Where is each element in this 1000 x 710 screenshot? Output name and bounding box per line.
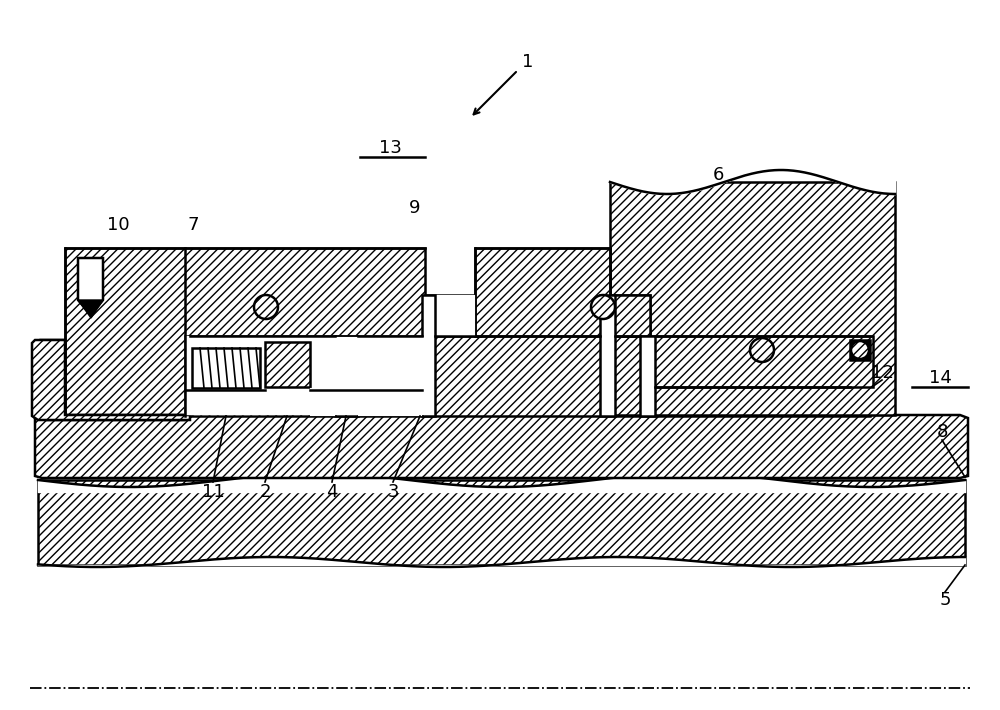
Text: 2: 2 xyxy=(259,483,271,501)
Text: 4: 4 xyxy=(326,483,338,501)
Circle shape xyxy=(254,295,278,319)
Text: 14: 14 xyxy=(929,369,951,387)
Text: 3: 3 xyxy=(387,483,399,501)
Text: 5: 5 xyxy=(939,591,951,609)
Circle shape xyxy=(591,295,615,319)
Text: 10: 10 xyxy=(107,216,129,234)
Polygon shape xyxy=(265,342,310,387)
Text: 7: 7 xyxy=(187,216,199,234)
Polygon shape xyxy=(65,248,480,415)
Polygon shape xyxy=(32,340,190,420)
Text: 1: 1 xyxy=(522,53,534,71)
Polygon shape xyxy=(185,390,265,415)
Text: 9: 9 xyxy=(409,199,421,217)
Polygon shape xyxy=(185,336,425,415)
Polygon shape xyxy=(35,415,968,478)
Polygon shape xyxy=(850,340,870,360)
Polygon shape xyxy=(600,295,615,416)
Polygon shape xyxy=(190,335,870,416)
Text: 6: 6 xyxy=(712,166,724,184)
Circle shape xyxy=(851,341,869,359)
Polygon shape xyxy=(610,182,895,415)
Polygon shape xyxy=(475,248,650,336)
Text: 13: 13 xyxy=(379,139,401,157)
Circle shape xyxy=(750,338,774,362)
Polygon shape xyxy=(422,295,435,416)
Polygon shape xyxy=(425,295,475,336)
Polygon shape xyxy=(38,480,965,565)
Polygon shape xyxy=(310,388,335,416)
Polygon shape xyxy=(185,337,425,415)
Polygon shape xyxy=(78,258,103,315)
Polygon shape xyxy=(640,336,655,416)
Polygon shape xyxy=(650,336,873,387)
Polygon shape xyxy=(192,348,260,388)
Text: 12: 12 xyxy=(871,364,893,382)
Polygon shape xyxy=(358,336,422,416)
Text: 11: 11 xyxy=(202,483,224,501)
Polygon shape xyxy=(35,340,65,415)
Polygon shape xyxy=(335,336,358,416)
Text: 8: 8 xyxy=(936,423,948,441)
Polygon shape xyxy=(35,415,185,420)
Polygon shape xyxy=(78,300,103,318)
